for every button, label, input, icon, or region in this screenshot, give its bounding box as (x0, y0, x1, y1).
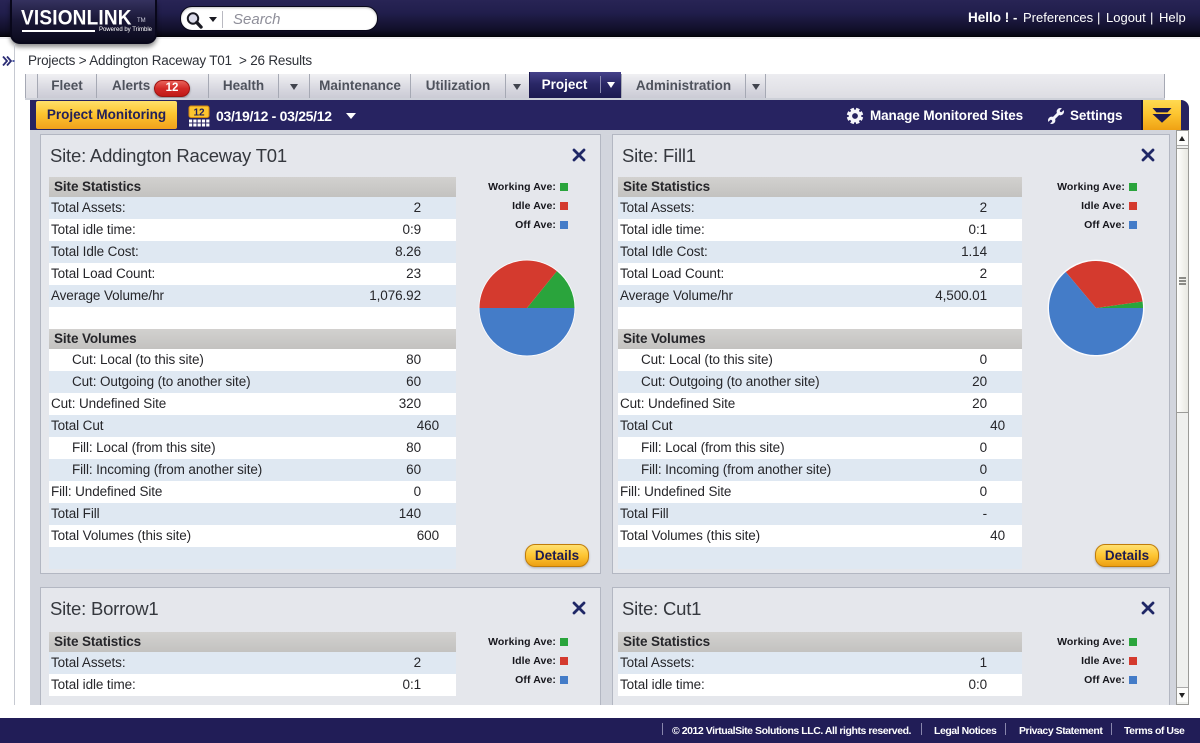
svg-text:12: 12 (193, 108, 205, 119)
